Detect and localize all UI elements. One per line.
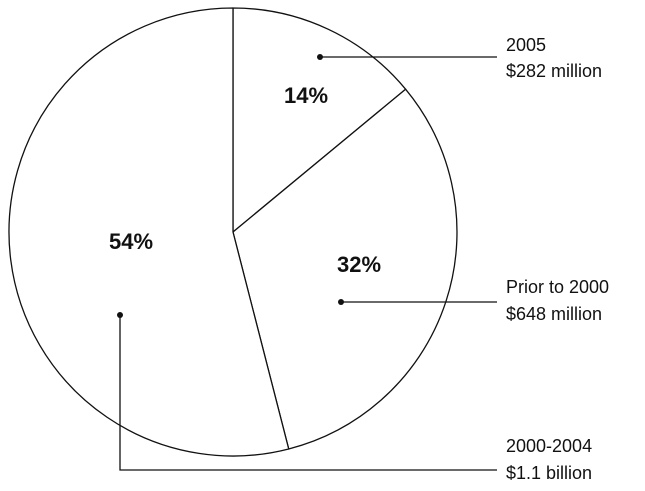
slice-percent-label: 32%	[337, 252, 381, 277]
callout-leader-dot	[117, 312, 123, 318]
pie-slice-1	[232, 7, 407, 233]
pie-slice-3	[8, 7, 290, 457]
pie-slice-2	[232, 88, 458, 450]
callout-amount-label: $648 million	[506, 304, 602, 324]
callout-leader-dot	[317, 54, 323, 60]
callout-leader-dot	[338, 299, 344, 305]
callout-leader-line	[119, 315, 497, 471]
slice-percent-label: 54%	[109, 229, 153, 254]
slice-percent-label: 14%	[284, 83, 328, 108]
callout-amount-label: $1.1 billion	[506, 463, 592, 483]
callout-category-label: 2000-2004	[506, 436, 592, 456]
callout-amount-label: $282 million	[506, 61, 602, 81]
callout-category-label: 2005	[506, 35, 546, 55]
callout-category-label: Prior to 2000	[506, 277, 609, 297]
